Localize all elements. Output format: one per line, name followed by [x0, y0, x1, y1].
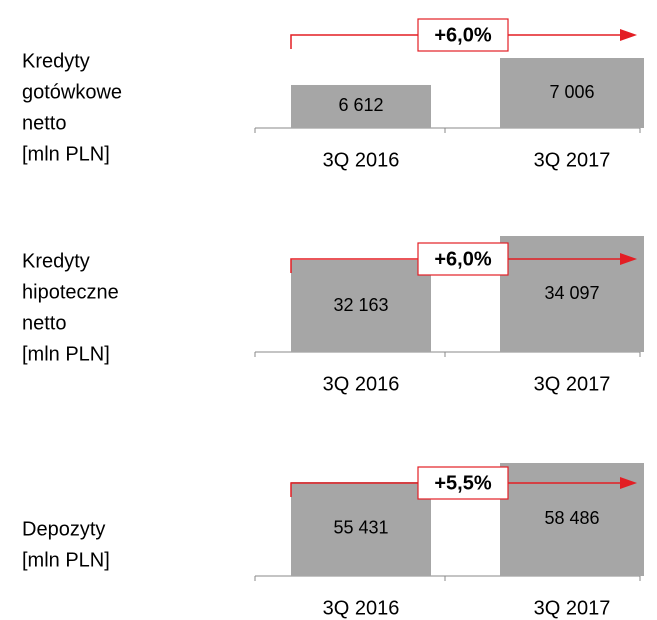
chart-title: gotówkowe	[22, 81, 122, 103]
x-tick-label: 3Q 2017	[534, 597, 611, 619]
growth-arrow	[290, 34, 622, 49]
x-tick-label: 3Q 2016	[323, 149, 400, 171]
bar	[291, 481, 431, 576]
growth-arrow	[290, 258, 622, 273]
value-label: 7 006	[549, 82, 594, 102]
annotation-box	[417, 18, 509, 52]
chart-title: netto	[22, 112, 66, 134]
chart-title: Kredyty	[22, 50, 90, 72]
annotation-box	[417, 466, 509, 500]
chart-title: [mln PLN]	[22, 343, 110, 365]
bar	[291, 84, 431, 128]
chart-title: hipoteczne	[22, 281, 119, 303]
chart-title: Kredyty	[22, 250, 90, 272]
arrow-head	[620, 29, 637, 41]
chart-title: netto	[22, 312, 66, 334]
bar	[500, 58, 644, 128]
bar	[291, 260, 431, 352]
value-label: 58 486	[544, 508, 599, 528]
annotation: +5,5%	[434, 472, 491, 494]
annotation: +6,0%	[434, 248, 491, 270]
chart-title: [mln PLN]	[22, 143, 110, 165]
annotation-box	[417, 242, 509, 276]
value-label: 34 097	[544, 283, 599, 303]
value-label: 55 431	[333, 518, 388, 538]
x-tick-label: 3Q 2016	[323, 597, 400, 619]
value-label: 32 163	[333, 295, 388, 315]
x-tick-label: 3Q 2017	[534, 149, 611, 171]
chart-title: Depozyty	[22, 518, 105, 540]
arrow-head	[620, 477, 637, 489]
chart-title: [mln PLN]	[22, 549, 110, 571]
arrow-head	[620, 253, 637, 265]
annotation: +6,0%	[434, 24, 491, 46]
growth-arrow	[290, 482, 622, 497]
x-tick-label: 3Q 2017	[534, 373, 611, 395]
x-tick-label: 3Q 2016	[323, 373, 400, 395]
value-label: 6 612	[338, 95, 383, 115]
